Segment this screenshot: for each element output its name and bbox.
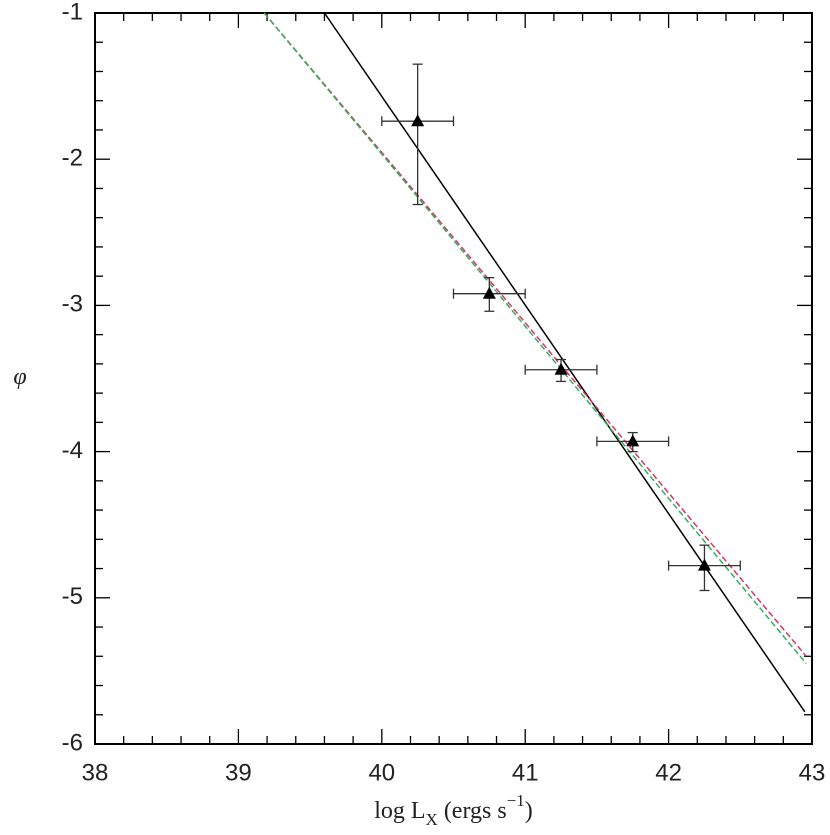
fit-line [263,12,807,665]
x-axis-label-part: (ergs s [438,798,507,824]
y-axis-label: φ [13,364,26,390]
y-tick-label: -2 [62,145,83,172]
data-point [626,434,640,447]
x-axis-label-part: log L [374,798,425,824]
plot-frame [94,12,813,745]
y-tick-label: -5 [62,583,83,610]
y-tick-label: -1 [62,0,83,25]
x-tick-label: 38 [82,759,109,786]
x-tick-label: 39 [225,759,252,786]
x-axis-label: log LX (ergs s−1) [374,791,533,829]
x-axis-label-part: ) [525,798,533,824]
fit-line [323,12,806,713]
x-tick-label: 42 [655,759,682,786]
data-point [697,558,711,571]
y-tick-label: -3 [62,291,83,318]
data-point [554,362,568,375]
x-tick-label: 40 [368,759,395,786]
data-point [482,286,496,299]
y-tick-label: -4 [62,437,83,464]
x-tick-label: 41 [512,759,539,786]
x-axis-label-part: −1 [507,791,525,810]
fit-line [263,12,807,657]
x-tick-label: 43 [799,759,826,786]
y-tick-label: -6 [62,729,83,756]
x-axis-label-part: X [426,810,438,829]
data-point [411,114,425,127]
